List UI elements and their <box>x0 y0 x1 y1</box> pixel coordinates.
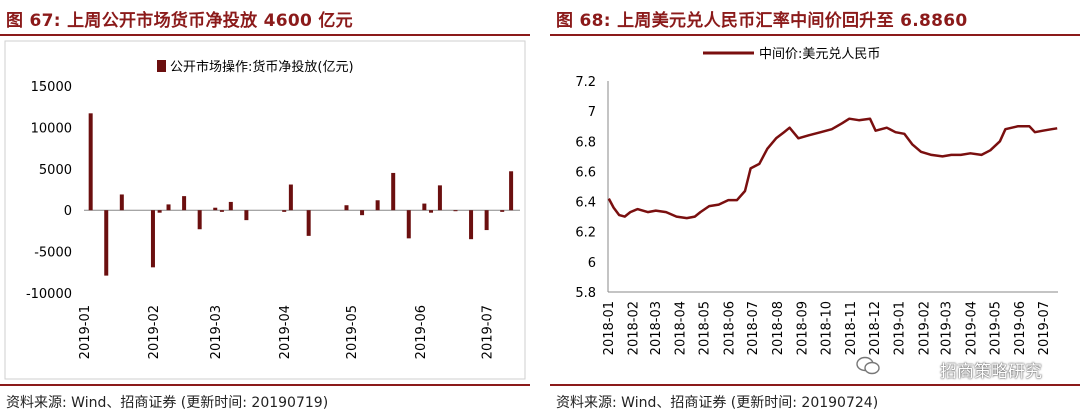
wechat-icon <box>856 356 880 375</box>
right-figure: 图 68: 上周美元兑人民币汇率中间价回升至 6.8860 中间价:美元兑人民币… <box>550 0 1080 416</box>
left-bar <box>197 210 202 230</box>
left-bar <box>288 184 293 211</box>
left-y-tick-label: 15000 <box>31 80 72 95</box>
left-legend: 公开市场操作:货币净投放(亿元) <box>157 59 354 75</box>
right-source: 资料来源: Wind、招商证券 (更新时间: 20190724) <box>556 395 879 411</box>
right-x-axis: 2018-01 2018-02 2018-03 2018-04 2018-05 2018-… <box>602 291 1058 355</box>
left-x-tick-label: 2019-01 <box>78 305 93 359</box>
left-figure: 图 67: 上周公开市场货币净投放 4600 亿元 公开市场操作:货币净投放(亿… <box>0 0 530 416</box>
left-legend-swatch <box>157 60 166 72</box>
left-y-tick-label: -5000 <box>34 246 72 261</box>
left-bar <box>213 207 218 211</box>
right-x-tick-label: 2018-02 <box>627 301 642 355</box>
left-bar <box>500 210 505 212</box>
right-x-tick-label: 2019-01 <box>893 301 908 355</box>
left-bar <box>244 210 249 221</box>
left-title-bar: 图 67: 上周公开市场货币净投放 4600 亿元 <box>0 2 530 36</box>
right-y-tick-label: 6.6 <box>575 165 596 180</box>
left-bar <box>182 196 187 211</box>
left-bar <box>453 210 458 212</box>
right-x-tick-label: 2019-02 <box>917 301 932 355</box>
right-line-chart: 中间价:美元兑人民币 7.276.86.66.46.265.8 2018-01 2… <box>575 47 1058 355</box>
left-x-tick-label: 2019-05 <box>345 305 360 359</box>
right-x-tick-label: 2019-06 <box>1013 301 1028 355</box>
left-y-tick-label: 10000 <box>31 121 72 136</box>
watermark-text: 招商策略研究 <box>940 362 1042 382</box>
left-bar <box>306 210 311 236</box>
left-bar <box>119 194 124 211</box>
left-bar <box>166 204 171 211</box>
left-bar <box>429 210 434 213</box>
left-chart-title: 图 67: 上周公开市场货币净投放 4600 亿元 <box>6 11 353 31</box>
left-x-axis: 2019-01 2019-02 2019-03 2019-04 2019-05 2019-… <box>78 209 520 359</box>
left-y-axis: 15000 10000 5000 0 -5000 -10000 <box>26 80 72 302</box>
right-y-tick-label: 7.2 <box>575 75 596 90</box>
left-x-tick-label: 2019-06 <box>414 305 429 359</box>
right-x-tick-label: 2019-05 <box>988 301 1003 355</box>
right-x-tick-label: 2019-04 <box>964 301 979 355</box>
right-x-tick-label: 2018-09 <box>796 301 811 355</box>
right-y-axis: 7.2 7 6.8 6.6 6.4 6.2 6 5.8 <box>575 75 609 301</box>
left-bar <box>219 210 224 212</box>
right-x-tick-label: 2019-07 <box>1037 301 1052 355</box>
right-y-tick-label: 6.4 <box>575 196 596 211</box>
right-x-tick-label: 2018-10 <box>819 301 834 355</box>
right-x-tick-label: 2018-08 <box>771 301 786 355</box>
right-x-tick-label: 2019-03 <box>940 301 955 355</box>
left-source-bar: 资料来源: Wind、招商证券 (更新时间: 20190719) <box>0 384 530 416</box>
left-bar <box>282 210 287 212</box>
left-y-tick-label: -10000 <box>26 287 72 302</box>
left-bar <box>469 210 474 240</box>
right-y-tick-label: 7 <box>588 105 596 120</box>
right-x-tick-label: 2018-04 <box>674 301 689 355</box>
left-legend-label: 公开市场操作:货币净投放(亿元) <box>170 59 354 75</box>
left-bar <box>360 210 365 216</box>
right-legend-label: 中间价:美元兑人民币 <box>759 47 880 62</box>
right-y-tick-label: 5.8 <box>575 286 596 301</box>
left-bar <box>509 171 514 211</box>
right-x-tick-label: 2018-03 <box>649 301 664 355</box>
left-bars <box>88 113 514 276</box>
left-bar <box>88 113 93 211</box>
right-x-tick-label: 2018-07 <box>746 301 761 355</box>
right-x-tick-label: 2018-05 <box>698 301 713 355</box>
left-y-tick-label: 5000 <box>39 163 72 178</box>
right-x-tick-label: 2018-01 <box>602 301 617 355</box>
left-x-tick-label: 2019-02 <box>147 305 162 359</box>
left-x-tick-label: 2019-07 <box>481 305 496 359</box>
left-bar <box>228 201 233 211</box>
left-bar <box>157 210 162 213</box>
left-bar <box>406 210 411 239</box>
left-y-tick-label: 0 <box>64 204 72 219</box>
right-y-tick-label: 6 <box>588 256 596 271</box>
right-chart-title: 图 68: 上周美元兑人民币汇率中间价回升至 6.8860 <box>556 11 968 31</box>
left-x-tick-label: 2019-03 <box>209 305 224 359</box>
left-bar <box>422 203 427 211</box>
left-bar <box>104 210 109 276</box>
right-legend: 中间价:美元兑人民币 <box>703 47 880 62</box>
left-bar <box>391 172 396 211</box>
right-title-bar: 图 68: 上周美元兑人民币汇率中间价回升至 6.8860 <box>550 2 1080 36</box>
left-x-tick-label: 2019-04 <box>278 305 293 359</box>
left-bar-chart: 公开市场操作:货币净投放(亿元) 15000 10000 5000 0 -5000 -10… <box>4 40 526 380</box>
left-bar <box>375 200 380 211</box>
left-bar <box>484 210 489 231</box>
right-y-tick-label: 6.2 <box>575 226 596 241</box>
right-x-tick-label: 2018-11 <box>844 301 859 355</box>
right-x-tick-label: 2018-12 <box>868 301 883 355</box>
right-x-tick-label: 2018-06 <box>722 301 737 355</box>
left-source: 资料来源: Wind、招商证券 (更新时间: 20190719) <box>6 395 329 411</box>
left-bar <box>150 210 155 268</box>
left-bar <box>344 205 349 211</box>
right-y-tick-label: 6.8 <box>575 135 596 150</box>
right-series-line <box>607 117 1058 220</box>
left-bar <box>437 185 442 211</box>
right-source-bar: 资料来源: Wind、招商证券 (更新时间: 20190724) <box>550 384 1080 416</box>
